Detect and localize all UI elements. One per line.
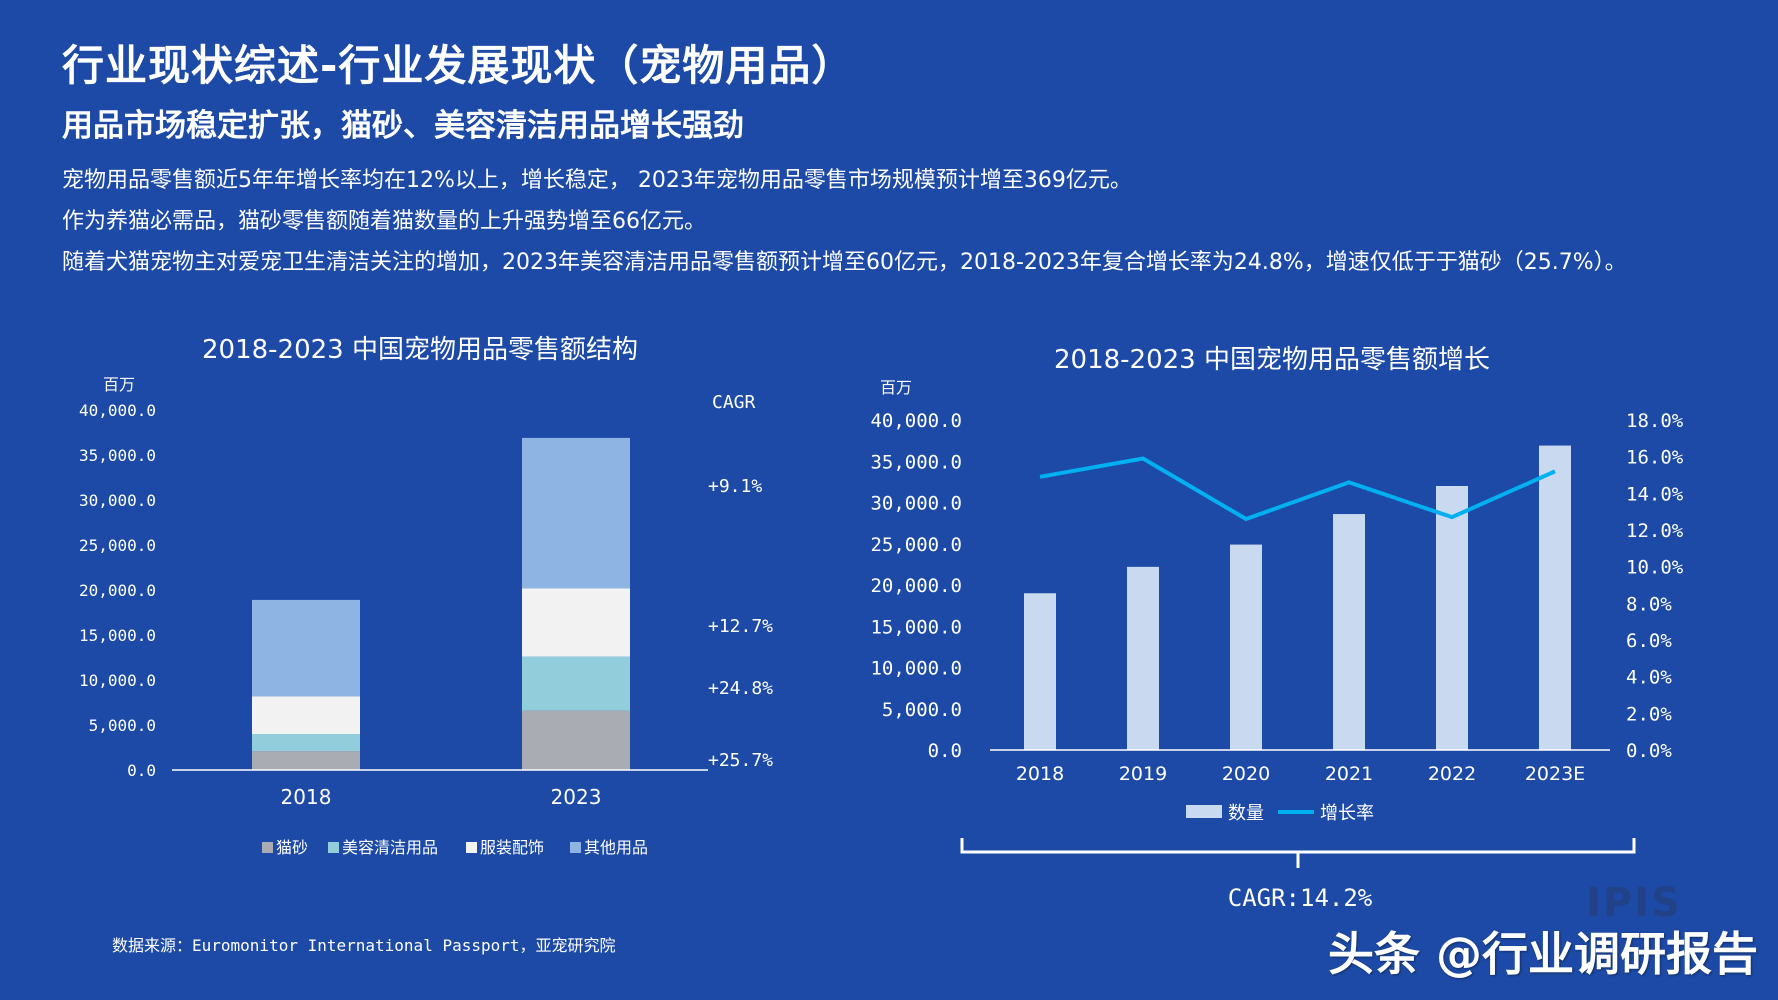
y-tick-label: 20,000.0 xyxy=(79,581,156,600)
y2-tick-label: 12.0% xyxy=(1626,520,1684,542)
y-tick-label: 35,000.0 xyxy=(79,446,156,465)
x-tick-label: 2023E xyxy=(1525,763,1585,785)
cagr-brace xyxy=(960,838,1636,868)
y2-tick-label: 2.0% xyxy=(1626,703,1672,725)
y2-tick-label: 8.0% xyxy=(1626,593,1672,615)
structure-chart-legend: 猫砂 美容清洁用品 服装配饰 其他用品 xyxy=(262,838,648,857)
y-tick-label: 35,000.0 xyxy=(870,451,962,473)
stacked-bar-segment xyxy=(522,437,630,589)
growth-chart: 2018-2023 中国宠物用品零售额增长 百万 40,000.0 35,000.… xyxy=(870,345,1683,912)
growth-chart-ylabel: 百万 xyxy=(880,378,912,397)
y-tick-label: 40,000.0 xyxy=(79,401,156,420)
bar xyxy=(1127,566,1159,750)
cagr-labels: +25.7% +24.8% +12.7% +9.1% xyxy=(708,476,773,771)
growth-chart-legend: 数量 增长率 xyxy=(1186,803,1374,824)
page-subtitle: 用品市场稳定扩张，猫砂、美容清洁用品增长强劲 xyxy=(62,108,744,144)
y2-tick-label: 14.0% xyxy=(1626,483,1684,505)
page-title: 行业现状综述-行业发展现状（宠物用品） xyxy=(62,41,855,90)
y-tick-label: 5,000.0 xyxy=(89,716,156,735)
y-tick-label: 15,000.0 xyxy=(870,616,962,638)
y2-tick-label: 16.0% xyxy=(1626,447,1684,469)
y-tick-label: 0.0 xyxy=(127,761,156,780)
y-tick-label: 30,000.0 xyxy=(870,493,962,515)
cagr-label: +25.7% xyxy=(708,750,773,771)
stacked-bar-segment xyxy=(522,588,630,657)
x-tick-label: 2022 xyxy=(1428,763,1476,785)
y-tick-label: 40,000.0 xyxy=(870,410,962,432)
structure-chart-x-labels: 2018 2023 xyxy=(281,785,602,809)
stacked-bar-segment xyxy=(522,710,630,770)
legend-label: 服装配饰 xyxy=(480,838,544,857)
summary-line-2: 作为养猫必需品，猫砂零售额随着猫数量的上升强势增至66亿元。 xyxy=(62,209,706,234)
summary-line-1: 宠物用品零售额近5年年增长率均在12%以上，增长稳定， 2023年宠物用品零售市… xyxy=(62,168,1132,193)
bar xyxy=(1436,486,1468,750)
growth-chart-x-labels: 2018 2019 2020 2021 2022 2023E xyxy=(1016,763,1585,785)
summary-line-3: 随着犬猫宠物主对爱宠卫生清洁关注的增加，2023年美容清洁用品零售额预计增至60… xyxy=(62,250,1627,275)
cagr-label: +12.7% xyxy=(708,616,773,637)
y2-tick-label: 4.0% xyxy=(1626,667,1672,689)
structure-chart-bars xyxy=(252,437,630,770)
y2-tick-label: 0.0% xyxy=(1626,740,1672,762)
legend-label: 美容清洁用品 xyxy=(342,838,438,857)
cagr-annotation: CAGR:14.2% xyxy=(1228,884,1373,912)
structure-chart: 2018-2023 中国宠物用品零售额结构 百万 40,000.0 35,000.… xyxy=(79,335,773,857)
y2-tick-label: 18.0% xyxy=(1626,410,1684,432)
growth-rate-line xyxy=(1039,456,1556,522)
legend-swatch xyxy=(328,842,339,853)
growth-chart-title: 2018-2023 中国宠物用品零售额增长 xyxy=(1054,345,1490,375)
y-tick-label: 25,000.0 xyxy=(870,534,962,556)
x-tick-label: 2018 xyxy=(1016,763,1064,785)
stacked-bar-segment xyxy=(252,734,360,752)
growth-chart-bars xyxy=(1024,445,1571,750)
structure-chart-ylabel: 百万 xyxy=(103,375,135,394)
stacked-bar-segment xyxy=(522,656,630,711)
structure-chart-y-axis: 40,000.0 35,000.0 30,000.0 25,000.0 20,000.0… xyxy=(79,401,156,780)
y2-tick-label: 10.0% xyxy=(1626,557,1684,579)
legend-swatch xyxy=(466,842,477,853)
growth-chart-y-axis: 40,000.0 35,000.0 30,000.0 25,000.0 20,000.0… xyxy=(870,410,962,762)
stacked-bar-segment xyxy=(252,599,360,697)
y-tick-label: 30,000.0 xyxy=(79,491,156,510)
x-tick-label: 2020 xyxy=(1222,763,1270,785)
summary-text: 宠物用品零售额近5年年增长率均在12%以上，增长稳定， 2023年宠物用品零售市… xyxy=(62,160,1642,283)
x-tick-label: 2023 xyxy=(551,785,602,809)
growth-chart-y2-axis: 18.0% 16.0% 14.0% 12.0% 10.0% 8.0% 6.0% 4.0% 2.0… xyxy=(1626,410,1684,762)
y-tick-label: 25,000.0 xyxy=(79,536,156,555)
bar xyxy=(1024,593,1056,750)
stacked-bar-segment xyxy=(252,696,360,734)
bar xyxy=(1333,514,1365,750)
y-tick-label: 15,000.0 xyxy=(79,626,156,645)
y-tick-label: 0.0 xyxy=(928,740,962,762)
structure-chart-title: 2018-2023 中国宠物用品零售额结构 xyxy=(202,335,638,365)
y-tick-label: 10,000.0 xyxy=(870,658,962,680)
logo-mark: IPIS xyxy=(1586,880,1682,926)
stacked-bar-segment xyxy=(252,751,360,770)
legend-label: 猫砂 xyxy=(276,838,308,857)
y2-tick-label: 6.0% xyxy=(1626,630,1672,652)
legend-swatch xyxy=(570,842,581,853)
legend-swatch xyxy=(1186,805,1222,818)
y-tick-label: 10,000.0 xyxy=(79,671,156,690)
x-tick-label: 2019 xyxy=(1119,763,1167,785)
legend-swatch xyxy=(262,842,273,853)
cagr-label: +24.8% xyxy=(708,678,773,699)
y-tick-label: 5,000.0 xyxy=(882,699,962,721)
legend-label: 数量 xyxy=(1228,803,1264,824)
cagr-label: +9.1% xyxy=(708,476,762,497)
legend-label: 增长率 xyxy=(1320,803,1374,824)
cagr-title: CAGR xyxy=(712,392,756,413)
bar xyxy=(1230,544,1262,750)
y-tick-label: 20,000.0 xyxy=(870,575,962,597)
bar xyxy=(1539,445,1571,750)
data-source: 数据来源：Euromonitor International Passport，… xyxy=(112,936,616,955)
x-tick-label: 2021 xyxy=(1325,763,1373,785)
watermark-text: 头条 @行业调研报告 xyxy=(1328,927,1759,981)
legend-label: 其他用品 xyxy=(584,838,648,857)
x-tick-label: 2018 xyxy=(281,785,332,809)
